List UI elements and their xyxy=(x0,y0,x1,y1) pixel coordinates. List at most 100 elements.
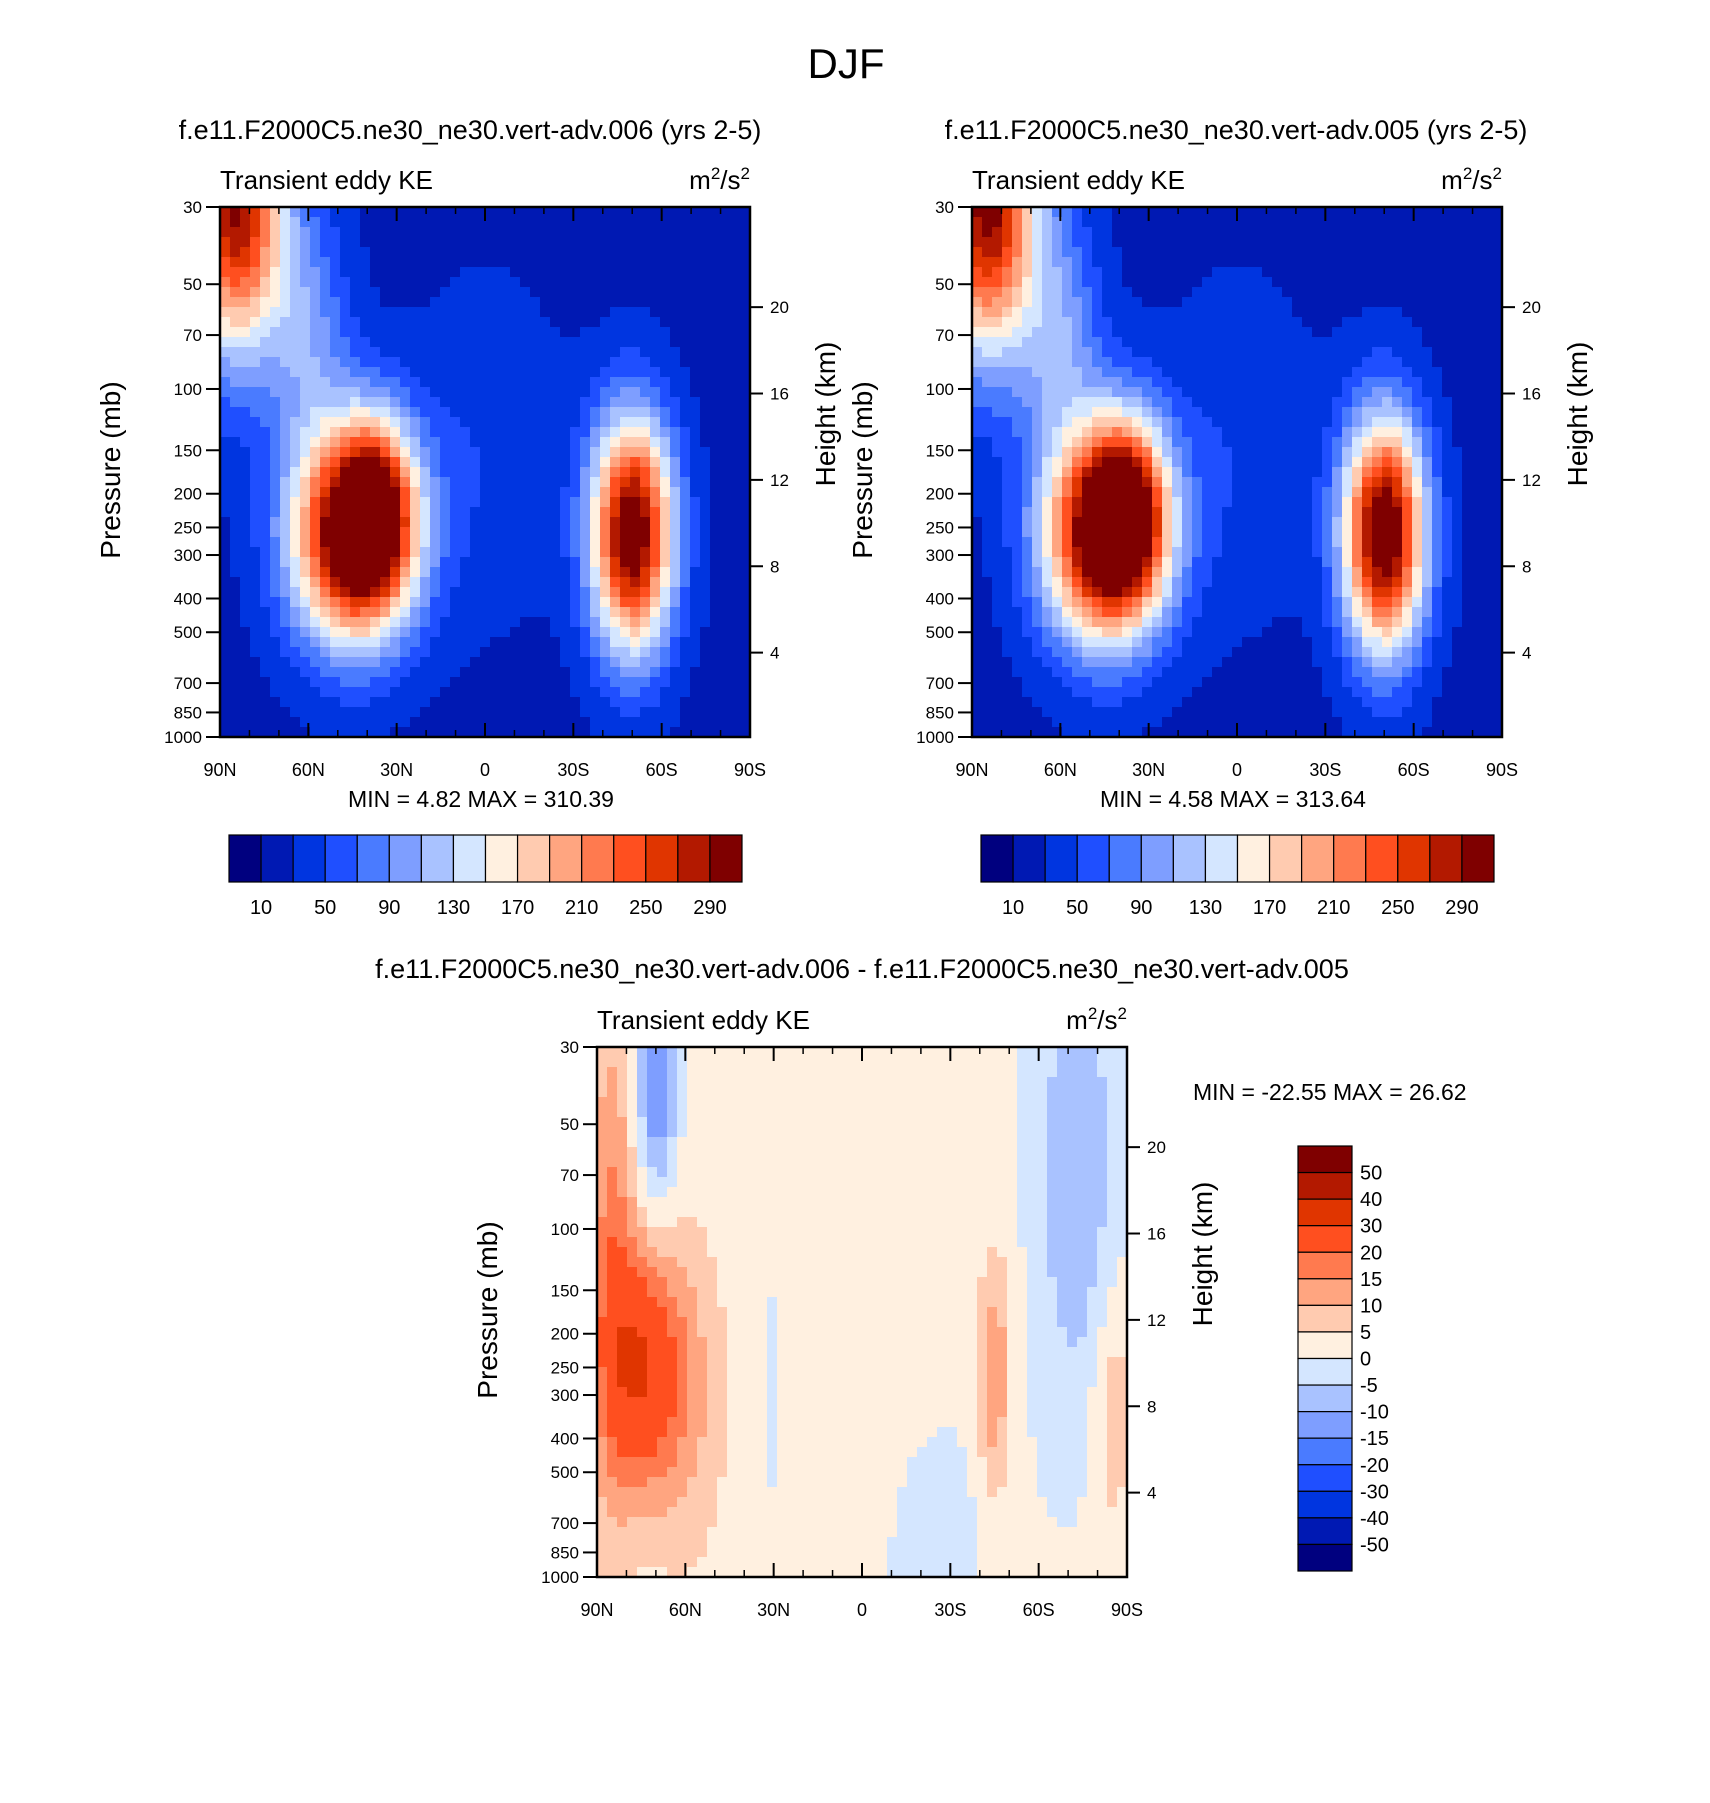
field-cell xyxy=(972,327,983,338)
field-cell xyxy=(660,527,671,538)
field-cell xyxy=(240,347,251,358)
field-cell xyxy=(630,417,641,428)
field-cell xyxy=(1122,287,1133,298)
field-cell xyxy=(1342,207,1353,218)
field-cell xyxy=(470,647,481,658)
field-cell xyxy=(440,537,451,548)
field-cell xyxy=(630,367,641,378)
field-cell xyxy=(1012,347,1023,358)
field-cell xyxy=(972,307,983,318)
field-cell xyxy=(1322,207,1333,218)
field-cell xyxy=(1092,637,1103,648)
field-cell xyxy=(340,457,351,468)
field-cell xyxy=(560,377,571,388)
field-cell xyxy=(720,687,731,698)
field-cell xyxy=(310,597,321,608)
field-cell xyxy=(720,517,731,528)
field-cell xyxy=(390,577,401,588)
field-cell xyxy=(400,257,411,268)
field-cell xyxy=(670,267,681,278)
field-cell xyxy=(550,487,561,498)
field-cell xyxy=(640,687,651,698)
field-cell xyxy=(1092,257,1103,268)
field-cell xyxy=(740,517,751,528)
field-cell xyxy=(1352,227,1363,238)
field-cell xyxy=(740,547,751,558)
field-cell xyxy=(1052,217,1063,228)
field-cell xyxy=(250,717,261,728)
field-cell xyxy=(1002,237,1013,248)
field-cell xyxy=(1182,707,1193,718)
field-cell xyxy=(1192,377,1203,388)
field-cell xyxy=(1032,387,1043,398)
field-cell xyxy=(982,457,993,468)
field-cell xyxy=(1052,407,1063,418)
field-cell xyxy=(540,607,551,618)
field-cell xyxy=(680,427,691,438)
field-cell xyxy=(480,247,491,258)
field-cell xyxy=(1062,517,1073,528)
field-cell xyxy=(1352,697,1363,708)
field-cell xyxy=(610,647,621,658)
field-cell xyxy=(1152,517,1163,528)
field-cell xyxy=(350,587,361,598)
field-cell xyxy=(690,517,701,528)
field-cell xyxy=(1262,577,1273,588)
field-cell xyxy=(500,387,511,398)
field-cell xyxy=(270,357,281,368)
field-cell xyxy=(1102,587,1113,598)
field-cell xyxy=(1302,317,1313,328)
field-cell xyxy=(280,617,291,628)
field-cell xyxy=(320,727,331,738)
field-cell xyxy=(290,397,301,408)
field-cell xyxy=(430,467,441,478)
field-cell xyxy=(420,517,431,528)
field-cell xyxy=(260,427,271,438)
field-cell xyxy=(1082,567,1093,578)
field-cell xyxy=(480,537,491,548)
field-cell xyxy=(1332,667,1343,678)
field-cell xyxy=(992,557,1003,568)
field-cell xyxy=(570,557,581,568)
field-cell xyxy=(1252,687,1263,698)
field-cell xyxy=(660,627,671,638)
field-cell xyxy=(460,347,471,358)
field-cell xyxy=(340,707,351,718)
field-cell xyxy=(1172,247,1183,258)
field-cell xyxy=(1002,617,1013,628)
field-cell xyxy=(1312,587,1323,598)
field-cell xyxy=(490,497,501,508)
field-cell xyxy=(1222,617,1233,628)
field-cell xyxy=(490,457,501,468)
field-cell xyxy=(490,287,501,298)
field-cell xyxy=(530,557,541,568)
field-cell xyxy=(320,557,331,568)
field-cell xyxy=(992,257,1003,268)
field-cell xyxy=(1212,257,1223,268)
field-cell xyxy=(500,597,511,608)
field-cell xyxy=(670,397,681,408)
field-cell xyxy=(220,217,231,228)
field-cell xyxy=(620,567,631,578)
field-cell xyxy=(1022,387,1033,398)
field-cell xyxy=(720,487,731,498)
field-cell xyxy=(1172,707,1183,718)
field-cell xyxy=(982,337,993,348)
field-cell xyxy=(700,437,711,448)
field-cell xyxy=(1062,617,1073,628)
field-cell xyxy=(992,307,1003,318)
field-cell xyxy=(1132,387,1143,398)
field-cell xyxy=(1352,287,1363,298)
field-cell xyxy=(982,677,993,688)
field-cell xyxy=(600,407,611,418)
field-cell xyxy=(660,607,671,618)
field-cell xyxy=(380,207,391,218)
field-cell xyxy=(1322,727,1333,738)
field-cell xyxy=(1012,467,1023,478)
field-cell xyxy=(530,647,541,658)
field-cell xyxy=(400,387,411,398)
field-cell xyxy=(700,387,711,398)
field-cell xyxy=(992,667,1003,678)
field-cell xyxy=(1102,717,1113,728)
field-cell xyxy=(280,677,291,688)
